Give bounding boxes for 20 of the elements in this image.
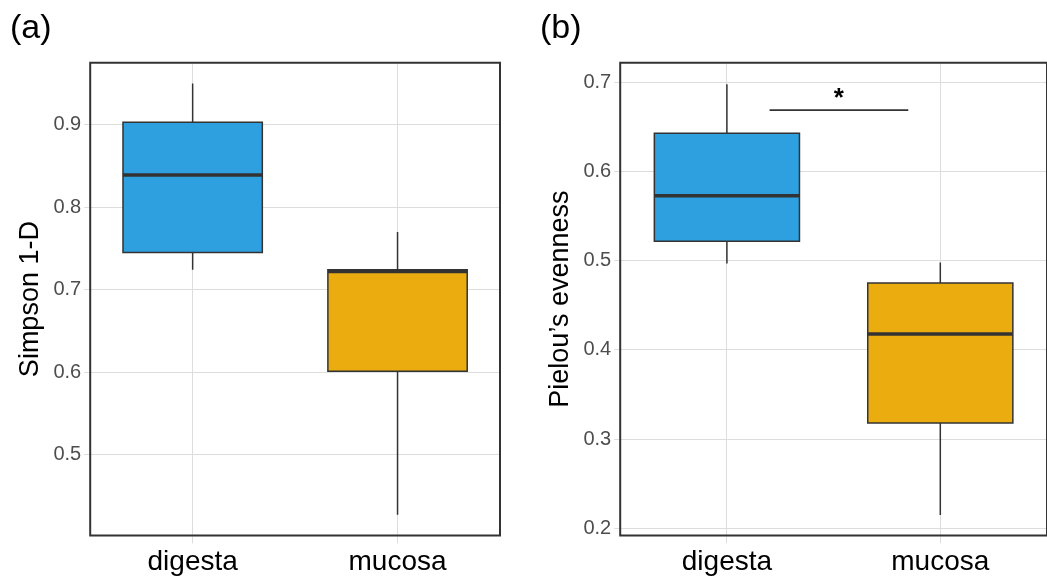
y-tick-label: 0.3: [583, 426, 612, 449]
y-tick-label: 0.5: [583, 248, 612, 271]
y-axis-title: Pielou’s evenness: [543, 190, 574, 408]
y-tick-label: 0.2: [583, 515, 612, 538]
x-tick-label: mucosa: [891, 544, 990, 576]
y-tick-label: 0.7: [583, 69, 612, 92]
x-tick-label: digesta: [147, 544, 239, 576]
x-tick-label: mucosa: [348, 544, 447, 576]
y-tick-label: 0.6: [53, 359, 82, 382]
y-tick-label: 0.5: [53, 442, 82, 465]
annotation: *: [833, 82, 845, 113]
y-tick-label: 0.4: [583, 337, 612, 360]
chart-title: (b): [540, 6, 582, 45]
y-axis-title: Simpson 1-D: [13, 221, 44, 378]
y-tick-label: 0.9: [53, 112, 82, 135]
y-tick-label: 0.8: [53, 194, 82, 217]
chart-title: (a): [10, 6, 52, 45]
y-tick-label: 0.6: [583, 159, 612, 182]
y-tick-label: 0.7: [53, 277, 82, 300]
x-tick-label: digesta: [681, 544, 773, 576]
